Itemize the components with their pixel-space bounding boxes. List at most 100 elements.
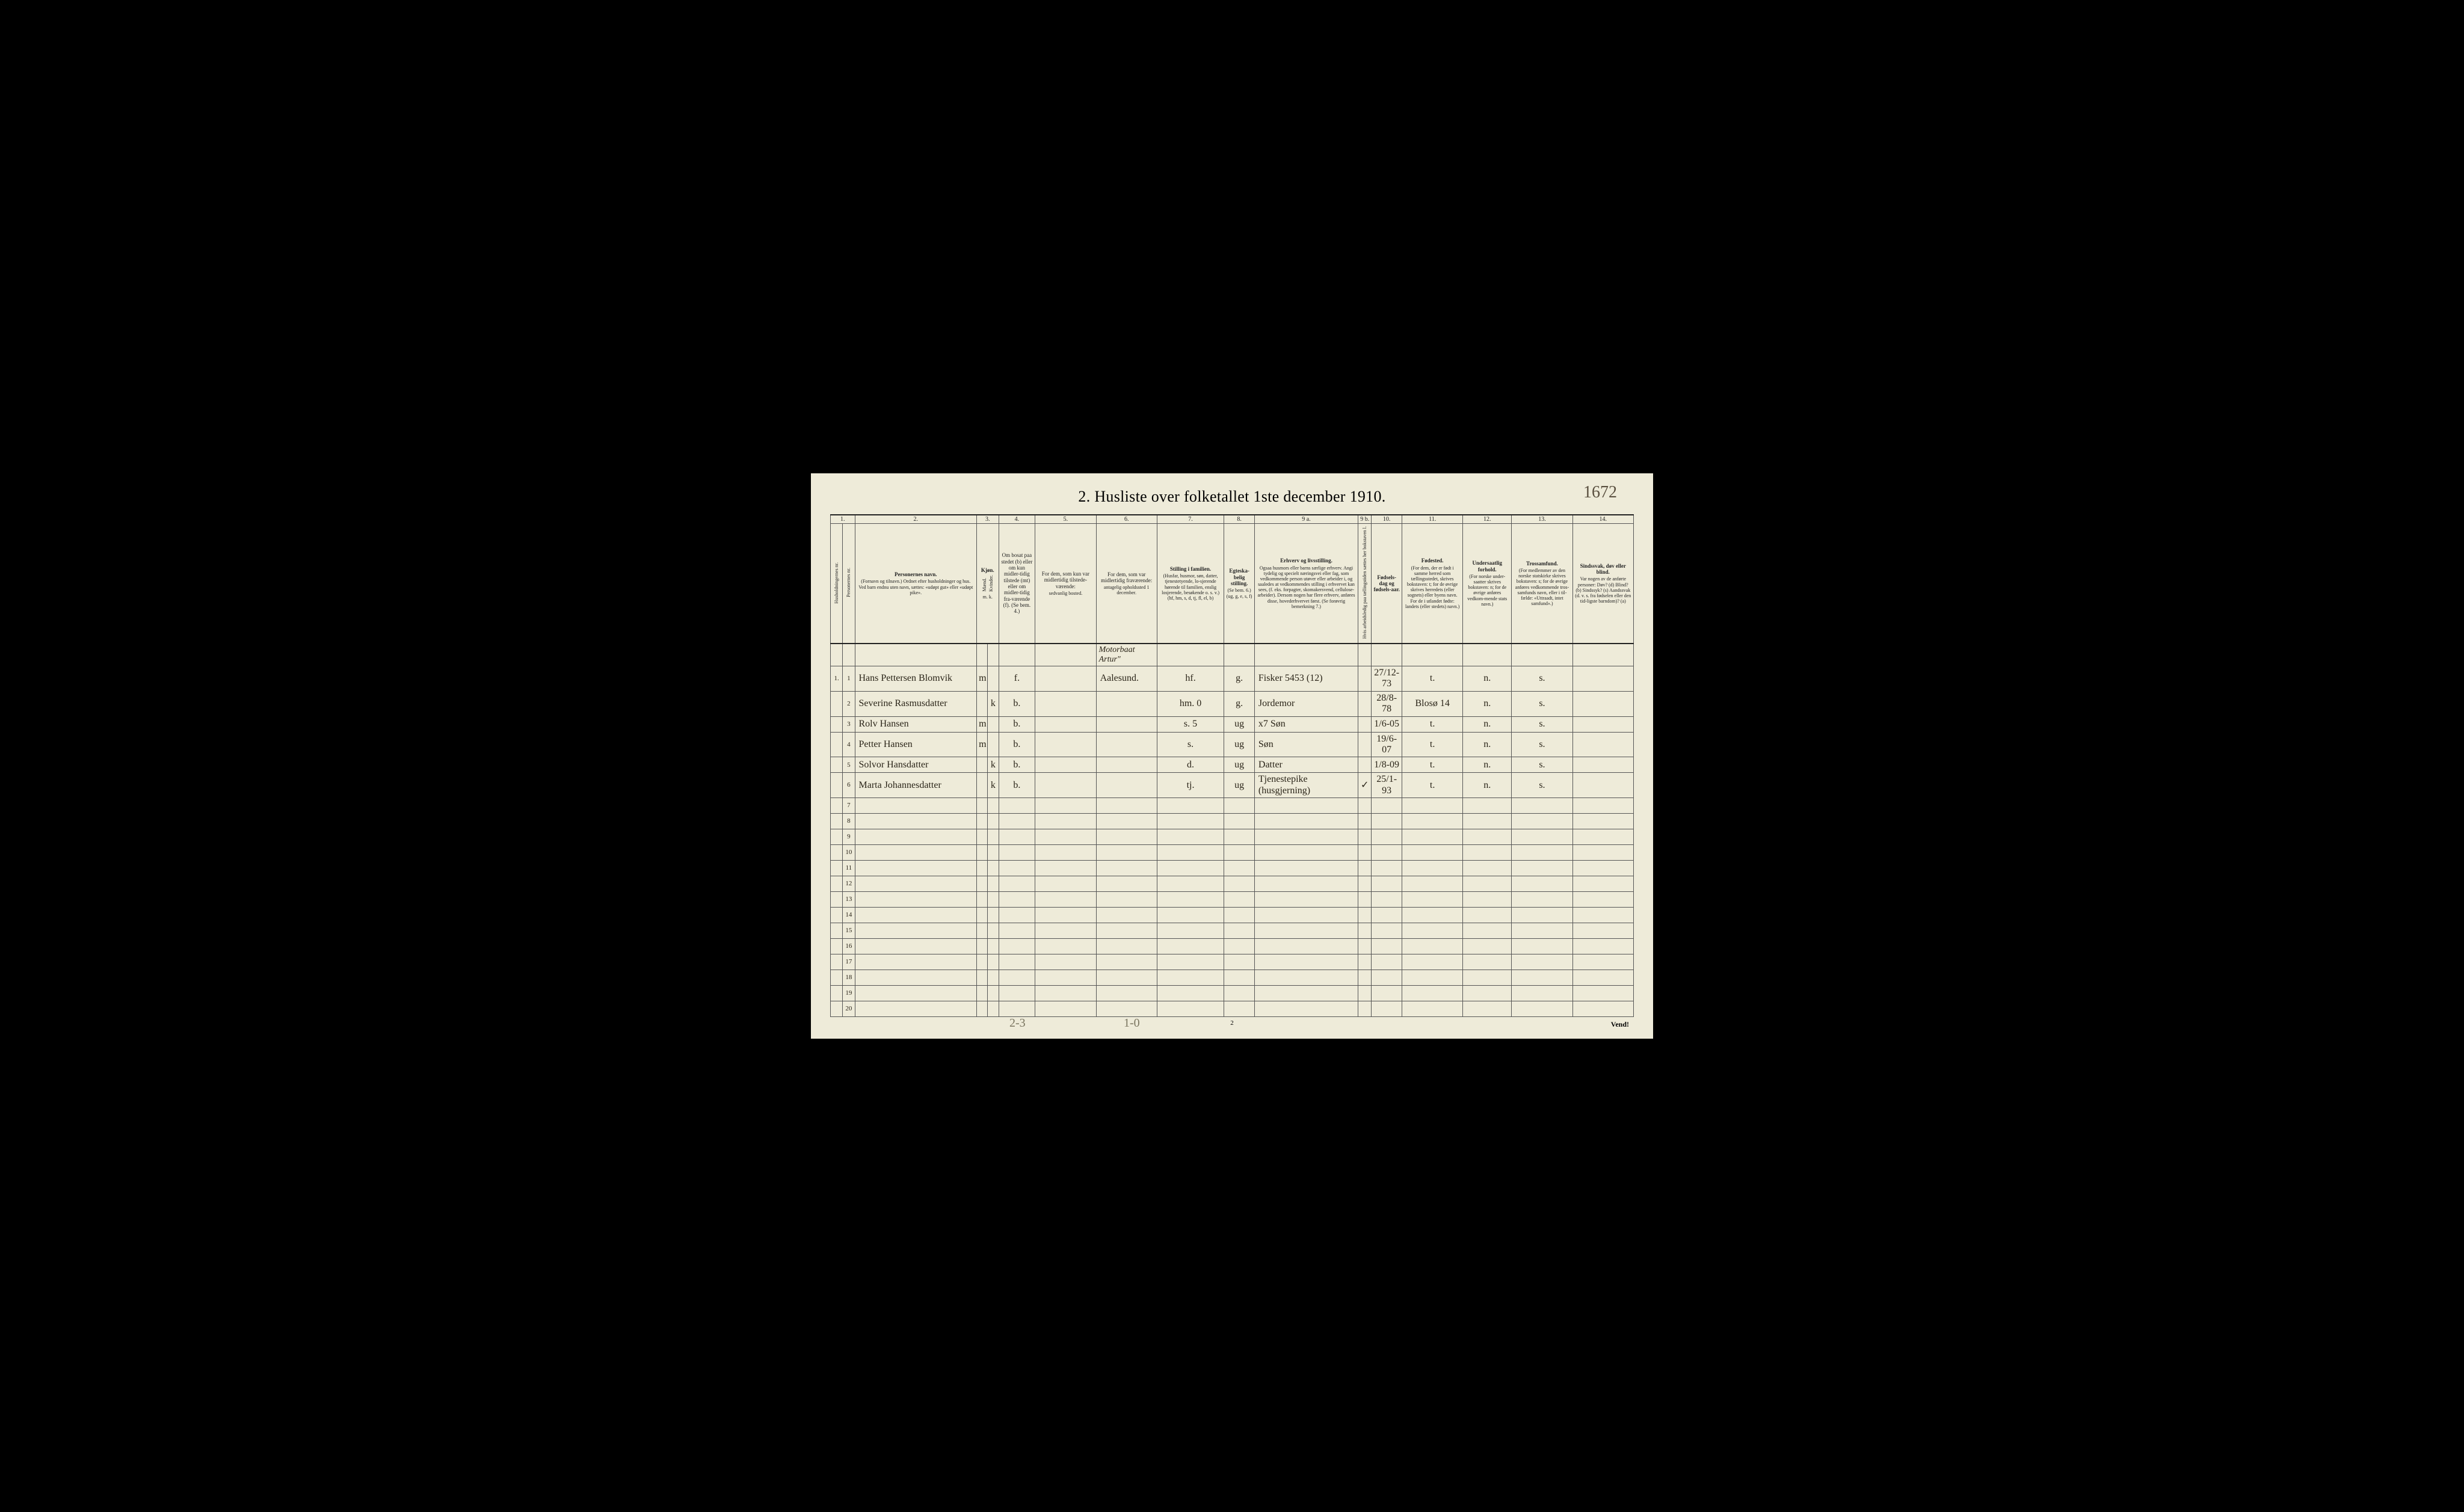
cell-family-pos: hf. <box>1157 666 1224 692</box>
column-number-row: 1. 2. 3. 4. 5. 6. 7. 8. 9 a. 9 b. 10. 11… <box>831 515 1634 524</box>
cell-unemployed: ✓ <box>1358 773 1372 798</box>
cell-sex-k <box>988 716 999 732</box>
cell-citizenship: n. <box>1463 773 1512 798</box>
cell-sex-m: m <box>977 716 988 732</box>
table-row: 17 <box>831 954 1634 970</box>
cell-birthplace: t. <box>1402 716 1463 732</box>
cell-status: b. <box>999 773 1035 798</box>
cell-unemployed <box>1358 691 1372 716</box>
cell-person-nr: 6 <box>843 773 855 798</box>
cell-family-pos: tj. <box>1157 773 1224 798</box>
table-row: 4Petter Hansenmb.s.ugSøn19/6-07t.n.s. <box>831 732 1634 757</box>
census-table: 1. 2. 3. 4. 5. 6. 7. 8. 9 a. 9 b. 10. 11… <box>830 514 1634 1017</box>
header-person-nr: Personernes nr. <box>843 524 855 644</box>
header-row: Husholdningernes nr. Personernes nr. Per… <box>831 524 1634 644</box>
note-row: Motorbaat Artur" <box>831 644 1634 666</box>
cell-household <box>831 773 843 798</box>
cell-birthdate: 25/1-93 <box>1372 773 1402 798</box>
header-birthdate: Fødsels-dag og fødsels-aar. <box>1372 524 1402 644</box>
handwritten-page-number: 1672 <box>1583 483 1617 502</box>
table-row: 7 <box>831 798 1634 814</box>
cell-birthplace: t. <box>1402 757 1463 773</box>
cell-sex-m <box>977 773 988 798</box>
cell-religion: s. <box>1512 666 1572 692</box>
cell-person-nr: 9 <box>843 829 855 845</box>
cell-marital: g. <box>1224 666 1255 692</box>
note-cell: Motorbaat Artur" <box>1096 644 1157 666</box>
cell-household <box>831 691 843 716</box>
cell-person-nr: 5 <box>843 757 855 773</box>
cell-marital: g. <box>1224 691 1255 716</box>
cell-unemployed <box>1358 716 1372 732</box>
header-religion: Trossamfund. (For medlemmer av den norsk… <box>1512 524 1572 644</box>
cell-marital: ug <box>1224 732 1255 757</box>
cell-family-pos: hm. 0 <box>1157 691 1224 716</box>
cell-name: Solvor Hansdatter <box>855 757 977 773</box>
cell-temp-absent <box>1096 716 1157 732</box>
colnum-9a: 9 a. <box>1254 515 1358 524</box>
table-row: 2Severine Rasmusdatterkb.hm. 0g.Jordemor… <box>831 691 1634 716</box>
footer-page-number: 2 <box>830 1019 1634 1027</box>
cell-religion: s. <box>1512 691 1572 716</box>
colnum-1: 1. <box>831 515 855 524</box>
cell-birthdate: 27/12-73 <box>1372 666 1402 692</box>
cell-temp-absent: Aalesund. <box>1096 666 1157 692</box>
cell-family-pos: d. <box>1157 757 1224 773</box>
colnum-2: 2. <box>855 515 977 524</box>
cell-person-nr: 7 <box>843 798 855 814</box>
cell-sex-k: k <box>988 691 999 716</box>
colnum-7: 7. <box>1157 515 1224 524</box>
cell-status: f. <box>999 666 1035 692</box>
header-residence-status: Om bosat paa stedet (b) eller om kun mid… <box>999 524 1035 644</box>
cell-person-nr: 12 <box>843 876 855 892</box>
cell-occupation: Tjenestepike (husgjerning) <box>1254 773 1358 798</box>
cell-status: b. <box>999 757 1035 773</box>
colnum-3: 3. <box>977 515 999 524</box>
header-household-nr: Husholdningernes nr. <box>831 524 843 644</box>
cell-sex-k <box>988 666 999 692</box>
colnum-4: 4. <box>999 515 1035 524</box>
cell-person-nr: 11 <box>843 861 855 876</box>
colnum-12: 12. <box>1463 515 1512 524</box>
vend-label: Vend! <box>1611 1020 1629 1029</box>
table-row: 9 <box>831 829 1634 845</box>
census-page: 1672 2. Husliste over folketallet 1ste d… <box>811 473 1653 1039</box>
cell-citizenship: n. <box>1463 691 1512 716</box>
cell-temp-absent <box>1096 773 1157 798</box>
cell-sex-k: k <box>988 773 999 798</box>
colnum-9b: 9 b. <box>1358 515 1372 524</box>
cell-birthdate: 1/6-05 <box>1372 716 1402 732</box>
cell-unemployed <box>1358 666 1372 692</box>
cell-occupation: Jordemor <box>1254 691 1358 716</box>
cell-occupation: Fisker 5453 (12) <box>1254 666 1358 692</box>
cell-person-nr: 17 <box>843 954 855 970</box>
cell-household <box>831 732 843 757</box>
cell-occupation: Datter <box>1254 757 1358 773</box>
page-title: 2. Husliste over folketallet 1ste decemb… <box>830 488 1634 506</box>
cell-occupation: Søn <box>1254 732 1358 757</box>
table-row: 14 <box>831 908 1634 923</box>
cell-religion: s. <box>1512 773 1572 798</box>
cell-name: Petter Hansen <box>855 732 977 757</box>
cell-disability <box>1572 666 1633 692</box>
colnum-10: 10. <box>1372 515 1402 524</box>
header-marital-status: Egteska-belig stilling. (Se bem. 6.) (ug… <box>1224 524 1255 644</box>
cell-religion: s. <box>1512 716 1572 732</box>
cell-temp-absent <box>1096 691 1157 716</box>
cell-household: 1. <box>831 666 843 692</box>
colnum-13: 13. <box>1512 515 1572 524</box>
footer-annotation-left: 2-3 <box>1009 1016 1026 1030</box>
cell-disability <box>1572 732 1633 757</box>
table-row: 5Solvor Hansdatterkb.d.ugDatter1/8-09t.n… <box>831 757 1634 773</box>
cell-marital: ug <box>1224 716 1255 732</box>
cell-person-nr: 4 <box>843 732 855 757</box>
cell-disability <box>1572 773 1633 798</box>
table-row: 12 <box>831 876 1634 892</box>
cell-citizenship: n. <box>1463 716 1512 732</box>
cell-sex-m <box>977 691 988 716</box>
cell-temp-absent <box>1096 732 1157 757</box>
cell-name: Hans Pettersen Blomvik <box>855 666 977 692</box>
cell-name: Rolv Hansen <box>855 716 977 732</box>
table-row: 18 <box>831 970 1634 986</box>
cell-unemployed <box>1358 732 1372 757</box>
